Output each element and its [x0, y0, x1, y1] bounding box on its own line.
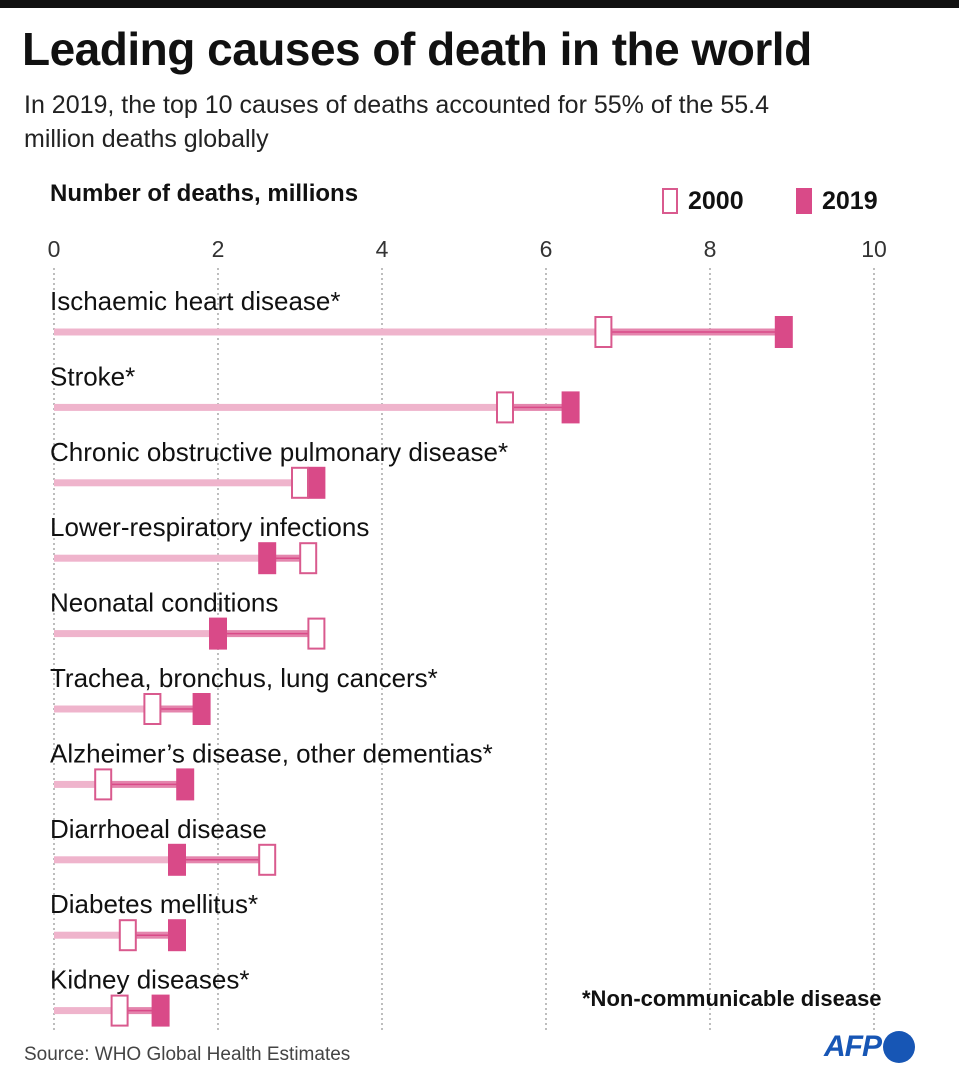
x-tick-label-6: 6 [540, 236, 553, 262]
marker-2000 [291, 466, 309, 499]
footnote: *Non-communicable disease [582, 986, 882, 1011]
marker-2019 [258, 542, 277, 575]
x-tick-label-2: 2 [212, 236, 225, 262]
marker-2019 [561, 391, 580, 424]
marker-2000 [594, 316, 613, 348]
marker-2019 [151, 994, 170, 1027]
marker-2019 [774, 316, 793, 348]
base-bar [54, 705, 153, 713]
afp-logo-dot-icon [883, 1031, 915, 1063]
category-label: Diarrhoeal disease [50, 814, 267, 844]
x-tick-label-4: 4 [376, 236, 389, 262]
base-bar [54, 856, 177, 864]
category-label: Stroke* [50, 361, 135, 391]
base-bar [54, 554, 268, 562]
legend-label-2019: 2019 [822, 186, 878, 215]
legend-item-2000: 2000 [662, 186, 744, 216]
base-bar [54, 403, 505, 411]
legend-label-2000: 2000 [688, 186, 744, 215]
category-label: Neonatal conditions [50, 588, 278, 618]
chart-title: Leading causes of death in the world [22, 23, 812, 75]
x-tick-label-8: 8 [704, 236, 717, 262]
category-label: Ischaemic heart disease* [50, 286, 340, 316]
source-note: Source: WHO Global Health Estimates [24, 1044, 351, 1065]
marker-2000 [143, 693, 162, 725]
afp-logo-text: AFP [824, 1030, 882, 1063]
category-label: Trachea, bronchus, lung cancers* [50, 663, 438, 693]
x-tick-label-0: 0 [48, 236, 61, 262]
base-bar [54, 328, 604, 336]
marker-2000 [258, 843, 277, 876]
marker-2019 [168, 919, 186, 952]
marker-2019 [176, 768, 195, 801]
chart-subtitle: In 2019, the top 10 causes of deaths acc… [24, 91, 769, 153]
category-label: Alzheimer’s disease, other dementias* [50, 738, 493, 768]
marker-2000 [94, 768, 113, 801]
x-axis-title: Number of deaths, millions [50, 180, 359, 207]
base-bar [54, 479, 300, 487]
marker-2019 [209, 617, 227, 650]
base-bar [54, 630, 218, 638]
marker-2000 [110, 994, 129, 1027]
afp-logo: AFP [824, 1030, 915, 1064]
category-label: Lower-respiratory infections [50, 512, 369, 542]
marker-2000 [496, 391, 514, 424]
top-bar [0, 0, 959, 8]
category-label: Chronic obstructive pulmonary disease* [50, 437, 508, 467]
marker-2019 [307, 466, 326, 499]
marker-2019 [192, 693, 211, 725]
marker-2000 [299, 542, 318, 575]
legend-item-2019: 2019 [796, 186, 878, 216]
category-label: Kidney diseases* [50, 965, 249, 995]
marker-2019 [168, 843, 186, 876]
base-bar [54, 931, 128, 939]
x-tick-label-10: 10 [861, 236, 887, 262]
base-bar [54, 780, 104, 788]
legend-swatch-2019 [796, 188, 812, 214]
marker-2000 [307, 617, 326, 650]
base-bar [54, 1007, 120, 1015]
legend-swatch-2000 [662, 188, 678, 214]
category-label: Diabetes mellitus* [50, 889, 258, 919]
marker-2000 [118, 919, 137, 952]
